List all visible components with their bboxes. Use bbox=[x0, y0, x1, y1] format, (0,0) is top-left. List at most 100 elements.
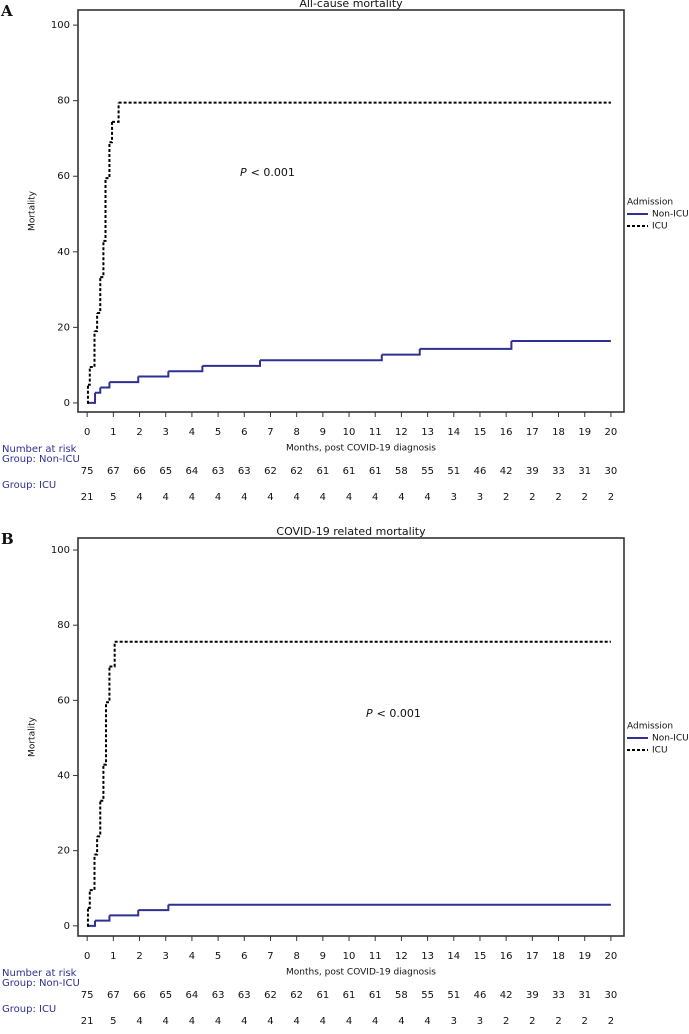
x-tick-label: 16 bbox=[500, 427, 513, 438]
step-segment bbox=[100, 240, 105, 279]
risk-count: 4 bbox=[320, 492, 326, 503]
x-tick-label: 11 bbox=[369, 427, 382, 438]
risk-count: 39 bbox=[526, 466, 539, 477]
annotation: P < 0.001 bbox=[240, 166, 295, 179]
y-tick-label: 40 bbox=[57, 771, 70, 782]
x-tick-label: 6 bbox=[241, 951, 247, 962]
risk-count: 66 bbox=[133, 466, 146, 477]
risk-count: 2 bbox=[529, 492, 535, 503]
y-tick-label: 0 bbox=[64, 398, 70, 409]
step-segment bbox=[103, 178, 107, 242]
risk-count: 62 bbox=[264, 990, 277, 1001]
step-segment bbox=[103, 702, 108, 766]
legend-label: Non-ICU bbox=[652, 210, 689, 220]
x-tick-label: 7 bbox=[267, 951, 273, 962]
x-tick-label: 13 bbox=[421, 427, 434, 438]
x-tick-label: 8 bbox=[293, 427, 299, 438]
risk-count: 51 bbox=[447, 990, 460, 1001]
risk-count: 2 bbox=[529, 1016, 535, 1027]
x-tick-label: 12 bbox=[395, 427, 408, 438]
x-tick-label: 4 bbox=[189, 427, 195, 438]
x-axis-label: Months, post COVID-19 diagnosis bbox=[286, 968, 436, 978]
x-tick-label: 18 bbox=[552, 427, 565, 438]
risk-count: 58 bbox=[395, 466, 408, 477]
risk-count: 55 bbox=[421, 990, 434, 1001]
annotation: P < 0.001 bbox=[366, 707, 421, 720]
risk-count: 63 bbox=[238, 990, 251, 1001]
x-tick-label: 17 bbox=[526, 427, 539, 438]
risk-count: 2 bbox=[555, 1016, 561, 1027]
y-tick-label: 40 bbox=[57, 247, 70, 258]
risk-count: 61 bbox=[343, 466, 356, 477]
risk-count: 46 bbox=[474, 466, 487, 477]
risk-count: 4 bbox=[215, 1016, 221, 1027]
step-segment bbox=[87, 392, 97, 404]
step-segment bbox=[89, 854, 96, 892]
x-tick-label: 3 bbox=[163, 427, 169, 438]
risk-count: 62 bbox=[264, 466, 277, 477]
risk-title: Number at risk bbox=[2, 444, 77, 455]
step-segment bbox=[260, 354, 383, 362]
risk-count: 61 bbox=[369, 466, 382, 477]
risk-count: 4 bbox=[241, 492, 247, 503]
step-segment bbox=[109, 910, 140, 917]
risk-count: 4 bbox=[189, 1016, 195, 1027]
legend-label: ICU bbox=[652, 222, 668, 232]
y-tick-label: 0 bbox=[64, 921, 70, 932]
annotation-p: P bbox=[240, 166, 247, 179]
risk-count: 4 bbox=[163, 492, 169, 503]
x-tick-label: 11 bbox=[369, 951, 382, 962]
risk-count: 4 bbox=[346, 1016, 352, 1027]
plot-frame bbox=[77, 537, 625, 937]
legend-title: Admission bbox=[627, 722, 673, 732]
y-tick-label: 60 bbox=[57, 695, 70, 706]
step-segment bbox=[87, 890, 91, 909]
risk-count: 66 bbox=[133, 990, 146, 1001]
step-segment bbox=[381, 348, 421, 356]
x-tick-label: 15 bbox=[474, 951, 487, 962]
step-segment bbox=[86, 907, 89, 927]
risk-count: 4 bbox=[372, 1016, 378, 1027]
panel-label: A bbox=[0, 2, 13, 20]
x-tick-label: 14 bbox=[447, 951, 460, 962]
x-tick-label: 2 bbox=[136, 951, 142, 962]
risk-count: 21 bbox=[81, 1016, 94, 1027]
risk-count: 4 bbox=[398, 492, 404, 503]
y-tick-label: 100 bbox=[51, 545, 70, 556]
x-tick-label: 8 bbox=[293, 951, 299, 962]
risk-group-label: Group: ICU bbox=[2, 480, 56, 491]
x-tick-label: 0 bbox=[84, 427, 90, 438]
risk-group-label: Group: Non-ICU bbox=[2, 454, 80, 465]
x-tick-label: 5 bbox=[215, 951, 221, 962]
step-segment bbox=[86, 384, 89, 404]
x-tick-label: 1 bbox=[110, 951, 116, 962]
risk-count: 31 bbox=[578, 990, 591, 1001]
risk-count: 61 bbox=[316, 466, 329, 477]
x-tick-label: 2 bbox=[136, 427, 142, 438]
legend-title: Admission bbox=[627, 198, 673, 208]
step-segment bbox=[95, 387, 102, 394]
risk-count: 2 bbox=[555, 492, 561, 503]
risk-count: 3 bbox=[451, 492, 457, 503]
x-tick-label: 19 bbox=[578, 427, 591, 438]
risk-count: 33 bbox=[552, 990, 565, 1001]
x-tick-label: 6 bbox=[241, 427, 247, 438]
risk-count: 63 bbox=[238, 466, 251, 477]
x-tick-label: 20 bbox=[605, 951, 618, 962]
panel-label: B bbox=[1, 530, 14, 548]
risk-count: 64 bbox=[186, 990, 199, 1001]
risk-count: 61 bbox=[343, 990, 356, 1001]
x-tick-label: 14 bbox=[447, 427, 460, 438]
y-tick-label: 60 bbox=[57, 171, 70, 182]
risk-count: 58 bbox=[395, 990, 408, 1001]
x-tick-label: 18 bbox=[552, 951, 565, 962]
step-segment bbox=[112, 102, 120, 123]
step-segment bbox=[97, 800, 102, 838]
step-segment bbox=[168, 365, 204, 373]
risk-count: 30 bbox=[605, 466, 618, 477]
risk-count: 5 bbox=[110, 492, 116, 503]
risk-group-label: Group: ICU bbox=[2, 1004, 56, 1015]
risk-count: 4 bbox=[136, 1016, 142, 1027]
risk-count: 62 bbox=[290, 466, 303, 477]
